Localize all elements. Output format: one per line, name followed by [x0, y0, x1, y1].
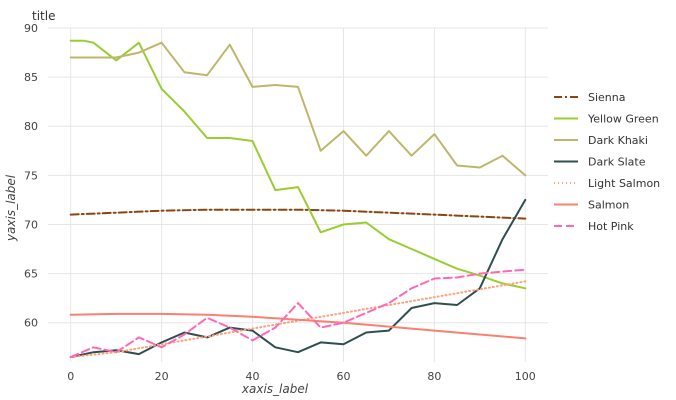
x-axis-title: xaxis_label — [241, 382, 309, 396]
legend-item: Dark Slate — [554, 156, 646, 169]
legend-label: Light Salmon — [588, 177, 660, 190]
x-tick-label: 100 — [515, 370, 536, 383]
legend-label: Yellow Green — [587, 113, 659, 126]
y-tick-label: 60 — [24, 317, 38, 330]
grid — [48, 27, 548, 362]
legend-item: Sienna — [554, 91, 626, 104]
series-line-sienna — [69, 208, 527, 220]
series-line-hot-pink — [69, 268, 527, 359]
y-tick-label: 65 — [24, 268, 38, 281]
series-line-light-salmon — [69, 280, 527, 359]
x-tick-label: 40 — [246, 370, 260, 383]
legend-label: Hot Pink — [588, 220, 634, 233]
legend-item: Light Salmon — [554, 177, 660, 190]
x-tick-label: 20 — [155, 370, 169, 383]
y-tick-label: 90 — [24, 22, 38, 35]
legend-label: Dark Slate — [588, 156, 646, 169]
legend-label: Sienna — [588, 91, 626, 104]
legend-label: Salmon — [588, 199, 629, 212]
legend-label: Dark Khaki — [588, 134, 648, 147]
series-line-salmon — [69, 312, 527, 340]
x-tick-label: 80 — [427, 370, 441, 383]
y-tick-label: 80 — [24, 120, 38, 133]
series-line-dark-khaki — [69, 41, 527, 177]
legend-item: Hot Pink — [554, 220, 634, 233]
y-axis-title: yaxis_label — [4, 174, 18, 242]
series-line-yellow-green — [69, 39, 527, 290]
legend-item: Dark Khaki — [554, 134, 648, 147]
y-tick-label: 85 — [24, 71, 38, 84]
legend-item: Yellow Green — [554, 113, 659, 126]
series-lines — [69, 39, 527, 359]
legend: Sienna Yellow Green Dark Khaki Dark Slate Li… — [554, 91, 660, 233]
y-tick-label: 75 — [24, 169, 38, 182]
axes: 0 20 40 60 80 100 60 65 70 75 80 85 90 — [24, 22, 536, 383]
x-tick-label: 0 — [67, 370, 74, 383]
chart-title: title — [32, 9, 55, 23]
series-line-dark-slate — [69, 198, 527, 359]
legend-item: Salmon — [554, 199, 629, 212]
x-tick-label: 60 — [336, 370, 350, 383]
y-tick-label: 70 — [24, 218, 38, 231]
